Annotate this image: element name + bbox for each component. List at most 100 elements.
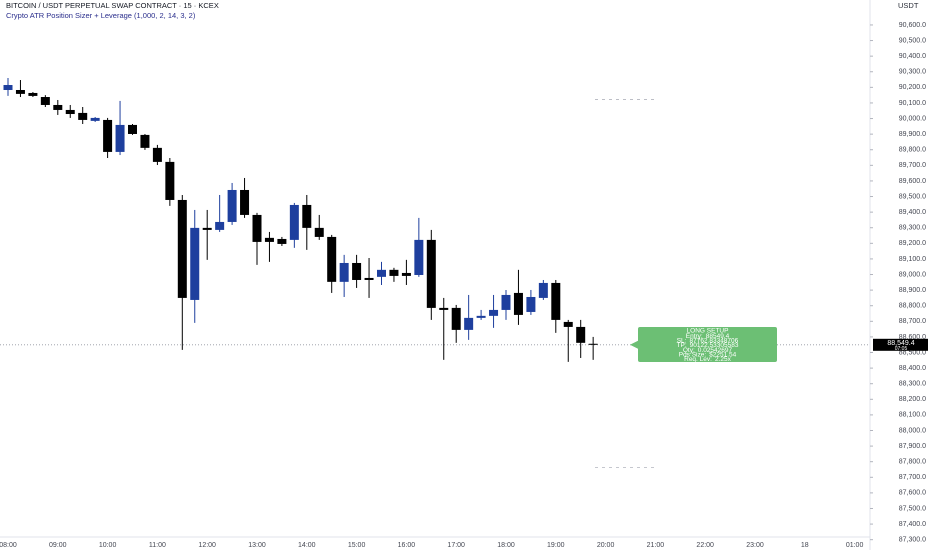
y-tick-label: 89,900.0	[899, 131, 926, 138]
setup-row-label: Entry:	[686, 333, 703, 340]
candle-body	[190, 227, 200, 300]
setup-row-value: 0.02542697	[698, 347, 733, 354]
y-tick-label: 89,600.0	[899, 178, 926, 185]
candle-body	[227, 189, 237, 222]
candle-body	[289, 204, 299, 240]
candle-body	[103, 119, 113, 152]
candle-body	[128, 124, 137, 134]
x-tick-label: 09:00	[49, 542, 67, 549]
x-tick-label: 14:00	[298, 542, 316, 549]
y-tick-label: 89,200.0	[899, 240, 926, 247]
candle-body	[152, 147, 162, 162]
x-tick-label: 17:00	[447, 542, 465, 549]
setup-row-value: 87762.83348706	[689, 337, 738, 344]
candle-body	[327, 236, 337, 282]
y-tick-label: 88,200.0	[899, 396, 926, 403]
y-tick-label: 88,500.0	[899, 349, 926, 356]
y-tick-label: 87,400.0	[899, 521, 926, 528]
setup-row: SL: 87762.83348706	[677, 337, 739, 344]
candle-body	[339, 262, 349, 282]
candle-body	[401, 272, 411, 276]
y-tick-label: 88,300.0	[899, 381, 926, 388]
y-tick-label: 89,800.0	[899, 147, 926, 154]
y-tick-label: 88,700.0	[899, 318, 926, 325]
setup-row-label: TP:	[677, 342, 687, 349]
setup-row-value: 90122.53305583	[690, 342, 739, 349]
candle-body	[252, 214, 262, 242]
candle-body	[364, 277, 374, 280]
candle-body	[15, 89, 25, 94]
y-tick-label: 88,100.0	[899, 412, 926, 419]
y-tick-label: 89,100.0	[899, 256, 926, 263]
countdown: 07:05	[895, 346, 908, 352]
candle-body	[513, 292, 523, 315]
y-tick-label: 90,100.0	[899, 100, 926, 107]
y-tick-label: 89,400.0	[899, 209, 926, 216]
y-tick-label: 87,800.0	[899, 459, 926, 466]
x-tick-label: 10:00	[99, 542, 117, 549]
candle-body	[240, 189, 250, 215]
x-tick-label: 20:00	[597, 542, 615, 549]
indicator-title: Crypto ATR Position Sizer + Leverage (1,…	[6, 11, 196, 20]
x-tick-label: 13:00	[248, 542, 266, 549]
price-badge	[873, 338, 928, 351]
candle-body	[277, 238, 287, 244]
candle-body	[352, 262, 362, 280]
y-tick-label: 89,300.0	[899, 225, 926, 232]
candle-body	[314, 227, 324, 237]
y-tick-label: 87,600.0	[899, 490, 926, 497]
y-tick-label: 90,200.0	[899, 84, 926, 91]
x-tick-label: 21:00	[647, 542, 665, 549]
setup-row-label: Pos Size:	[679, 351, 707, 358]
candle-body	[40, 97, 50, 105]
y-tick-label: 90,400.0	[899, 53, 926, 60]
y-tick-label: 87,500.0	[899, 505, 926, 512]
candle-body	[576, 326, 586, 343]
candle-body	[140, 134, 150, 148]
candle-body	[65, 109, 75, 115]
setup-row: Qty: 0.02542697	[683, 347, 733, 354]
axis-unit: USDT	[898, 1, 919, 10]
candle-body	[451, 307, 461, 330]
candle-body	[563, 321, 573, 327]
candle-body	[202, 227, 212, 230]
y-tick-label: 90,500.0	[899, 37, 926, 44]
x-tick-label: 08:00	[0, 542, 17, 549]
candle-body	[476, 315, 486, 318]
candle-body	[78, 112, 88, 120]
y-tick-label: 88,600.0	[899, 334, 926, 341]
setup-row: Entry: 88549.4	[686, 333, 730, 340]
candle-body	[439, 307, 449, 310]
y-tick-label: 90,000.0	[899, 115, 926, 122]
y-tick-label: 88,800.0	[899, 303, 926, 310]
setup-pointer	[630, 340, 638, 349]
setup-row-label: Qty:	[683, 347, 695, 354]
candle-body	[389, 269, 399, 276]
setup-row-label: Req. Lev:	[684, 356, 712, 363]
candle-body	[426, 239, 436, 308]
x-tick-label: 22:00	[696, 542, 714, 549]
y-tick-label: 89,500.0	[899, 193, 926, 200]
setup-row-value: $2251.54	[709, 351, 736, 358]
candle-body	[215, 221, 225, 230]
setup-row-value: 2.25x	[715, 356, 732, 363]
y-tick-label: 87,300.0	[899, 537, 926, 544]
candle-body	[538, 282, 548, 298]
y-tick-label: 88,000.0	[899, 427, 926, 434]
candle-body	[377, 269, 386, 277]
y-tick-label: 89,700.0	[899, 162, 926, 169]
setup-row-value: 88549.4	[706, 333, 730, 340]
setup-title: LONG SETUP	[687, 328, 729, 335]
candle-body	[165, 161, 175, 200]
setup-box	[638, 327, 777, 362]
y-tick-label: 87,700.0	[899, 474, 926, 481]
candle-body	[501, 294, 511, 310]
x-tick-label: 11:00	[149, 542, 166, 549]
y-tick-label: 88,900.0	[899, 287, 926, 294]
candle-body	[588, 343, 598, 345]
x-tick-label: 23:00	[746, 542, 764, 549]
candle-body	[551, 282, 561, 320]
setup-row-label: SL:	[677, 337, 687, 344]
candle-body	[177, 199, 187, 298]
